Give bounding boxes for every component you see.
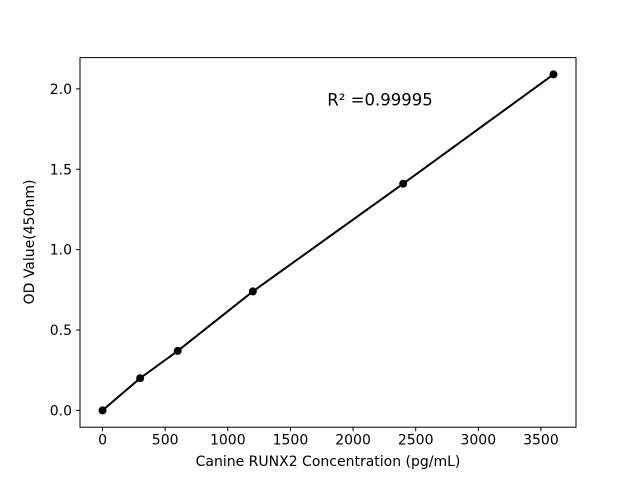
- y-axis-label: OD Value(450nm): [22, 179, 38, 305]
- r-squared-annotation: R² =0.99995: [327, 90, 433, 110]
- y-tick-label: 1.5: [50, 162, 72, 178]
- x-tick-label: 2500: [398, 433, 434, 449]
- standard-curve-line: [101, 73, 555, 412]
- y-tick-label: 1.0: [50, 243, 72, 259]
- x-tick-label: 500: [152, 433, 179, 449]
- data-point-marker: [98, 406, 107, 415]
- data-point-marker: [399, 179, 408, 188]
- data-point-marker: [173, 346, 182, 355]
- data-point-marker: [248, 287, 257, 296]
- y-tick-label: 0.5: [50, 323, 72, 339]
- data-point-marker: [549, 70, 558, 79]
- data-point-marker: [136, 374, 145, 383]
- y-tick-label: 2.0: [50, 82, 72, 98]
- x-tick-label: 1000: [210, 433, 246, 449]
- x-tick-label: 3000: [460, 433, 496, 449]
- y-tick-label: 0.0: [50, 403, 72, 419]
- x-tick-label: 0: [98, 433, 107, 449]
- x-axis-label: Canine RUNX2 Concentration (pg/mL): [195, 454, 461, 470]
- x-tick-label: 2000: [335, 433, 371, 449]
- x-tick-label: 1500: [273, 433, 309, 449]
- plot-frame: [79, 57, 577, 428]
- x-tick-label: 3500: [523, 433, 559, 449]
